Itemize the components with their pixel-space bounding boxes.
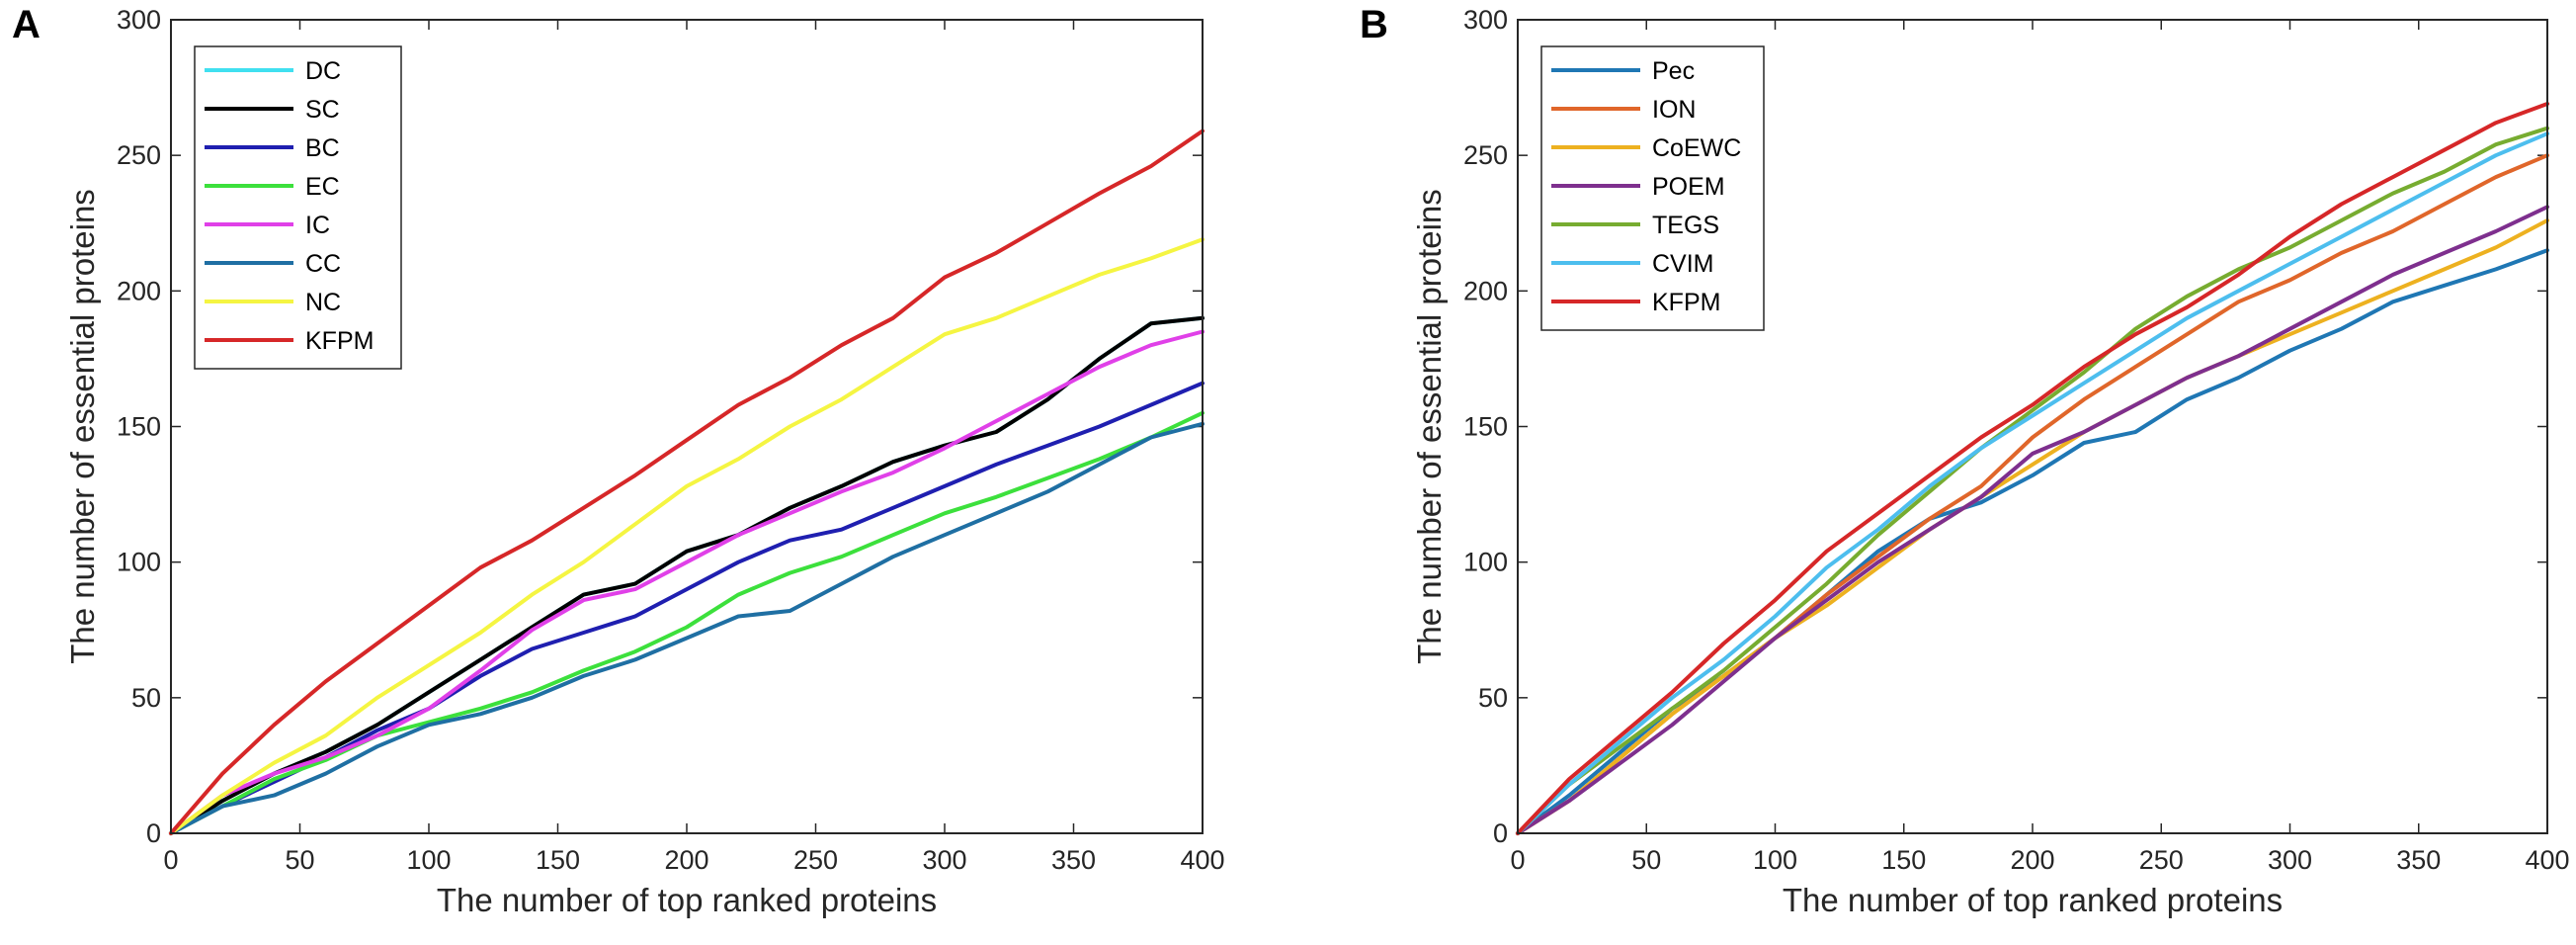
legend-label-kfpm: KFPM: [305, 327, 374, 355]
x-tick-label: 0: [1510, 845, 1525, 875]
series-line-coewc: [1516, 218, 2549, 835]
y-tick-label: 100: [117, 548, 161, 577]
y-tick-label: 150: [117, 412, 161, 442]
y-tick-label: 0: [146, 818, 161, 848]
panel-a: A 0 50 100 150 200 250 300 350 400 0 50 100 150 200 25…: [12, 3, 1225, 918]
x-tick-label: 300: [2268, 845, 2312, 875]
series-line-poem: [1516, 205, 2549, 835]
legend-label-kfpm: KFPM: [1652, 289, 1720, 316]
legend-label-cc: CC: [305, 250, 341, 278]
axes-box: [170, 19, 1204, 834]
x-axis-label: The number of top ranked proteins: [1783, 882, 2283, 918]
x-axis-label: The number of top ranked proteins: [437, 882, 937, 918]
legend-label-bc: BC: [305, 134, 340, 162]
axes-box: [1517, 19, 2548, 834]
y-tick-label: 250: [1463, 140, 1508, 170]
x-tick-label: 350: [1051, 845, 1096, 875]
series-line-kfpm: [169, 129, 1205, 835]
series-line-cc: [169, 421, 1205, 835]
series-line-sc: [169, 315, 1205, 835]
panel-letter-a: A: [12, 3, 41, 46]
y-tick-label: 50: [1478, 683, 1508, 713]
legend-label-tegs: TEGS: [1652, 212, 1719, 239]
panel-b: B 0 50 100 150 200 250 300 350 400 0 50 100 150 200 25…: [1360, 3, 2570, 918]
legend-label-coewc: CoEWC: [1652, 134, 1741, 162]
series-line-nc: [169, 237, 1205, 835]
x-tick-label: 300: [922, 845, 966, 875]
series-line-tegs: [1516, 126, 2549, 835]
y-tick-label: 250: [117, 140, 161, 170]
y-tick-label: 300: [1463, 5, 1508, 35]
x-tick-label: 0: [163, 845, 178, 875]
legend-label-cvim: CVIM: [1652, 250, 1714, 278]
panel-letter-b: B: [1360, 3, 1388, 46]
y-tick-label: 200: [117, 276, 161, 305]
legend-label-ec: EC: [305, 173, 340, 201]
legend: Pec ION CoEWC POEM TEGS CVIM KFPM: [1540, 45, 1765, 331]
series-line-ic: [169, 329, 1205, 835]
legend-label-sc: SC: [305, 96, 340, 124]
x-tick-label: 200: [2010, 845, 2054, 875]
y-tick-label: 150: [1463, 412, 1508, 442]
legend-box: [194, 45, 402, 370]
x-tick-label: 50: [285, 845, 314, 875]
legend-label-ion: ION: [1652, 96, 1696, 124]
y-axis-label: The number of essential proteins: [64, 189, 101, 664]
x-tick-label: 400: [1180, 845, 1224, 875]
x-tick-label: 200: [664, 845, 708, 875]
x-tick-label: 400: [2525, 845, 2569, 875]
legend: DC SC BC EC IC CC NC KFPM: [194, 45, 402, 370]
x-tick-label: 250: [2139, 845, 2184, 875]
legend-box: [1540, 45, 1765, 331]
y-tick-label: 200: [1463, 276, 1508, 305]
x-tick-label: 150: [1881, 845, 1926, 875]
y-tick-label: 50: [131, 683, 161, 713]
x-tick-label: 100: [1753, 845, 1797, 875]
y-tick-label: 100: [1463, 548, 1508, 577]
x-tick-label: 100: [406, 845, 451, 875]
legend-label-dc: DC: [305, 57, 341, 85]
series-line-kfpm: [1516, 102, 2549, 835]
legend-label-pec: Pec: [1652, 57, 1695, 85]
series-line-cvim: [1516, 131, 2549, 835]
y-tick-label: 300: [117, 5, 161, 35]
legend-label-nc: NC: [305, 289, 341, 316]
legend-label-poem: POEM: [1652, 173, 1725, 201]
x-tick-label: 250: [793, 845, 838, 875]
y-axis-label: The number of essential proteins: [1411, 189, 1448, 664]
y-tick-label: 0: [1493, 818, 1508, 848]
x-tick-label: 150: [536, 845, 580, 875]
x-tick-label: 350: [2396, 845, 2441, 875]
x-tick-label: 50: [1631, 845, 1661, 875]
legend-label-ic: IC: [305, 212, 330, 239]
